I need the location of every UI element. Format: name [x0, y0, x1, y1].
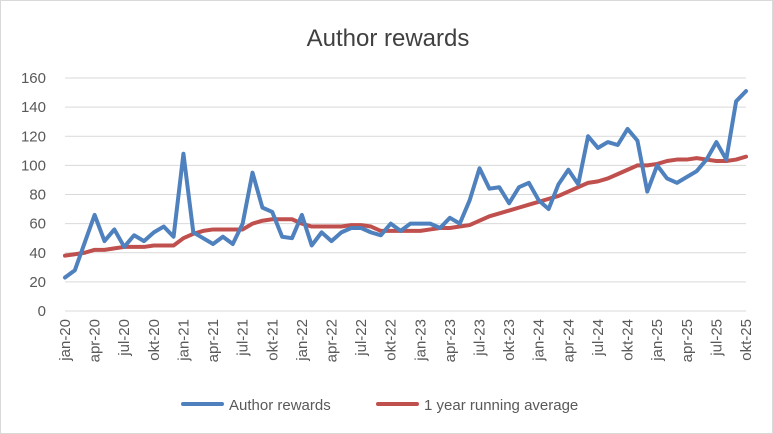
y-tick-label: 40 — [29, 245, 46, 262]
legend-label-0: Author rewards — [229, 397, 331, 414]
x-tick-label: jan-21 — [175, 319, 192, 362]
x-tick-label: jan-22 — [294, 319, 311, 362]
chart-title: Author rewards — [307, 25, 470, 52]
y-tick-label: 60 — [29, 216, 46, 233]
x-tick-label: jul-23 — [472, 319, 489, 357]
series-line-1 — [63, 154, 748, 258]
x-tick-label: apr-22 — [323, 319, 340, 362]
y-tick-label: 20 — [29, 274, 46, 291]
x-tick-label: okt-22 — [383, 319, 400, 361]
x-tick-label: okt-21 — [264, 319, 281, 361]
y-tick-label: 160 — [21, 70, 46, 87]
y-tick-label: 140 — [21, 99, 46, 116]
x-tick-label: okt-24 — [620, 319, 637, 361]
x-axis-ticks: jan-20 apr-20 jul-20 okt-20 jan-21 apr-21 jul-… — [57, 319, 755, 362]
y-tick-label: 100 — [21, 157, 46, 174]
x-tick-label: jan-24 — [531, 319, 548, 362]
x-tick-label: okt-25 — [738, 319, 755, 361]
x-tick-label: okt-20 — [146, 319, 163, 361]
x-tick-label: jan-20 — [57, 319, 74, 362]
legend-label-1: 1 year running average — [424, 397, 578, 414]
x-tick-label: jul-24 — [590, 319, 607, 357]
legend: Author rewards 1 year running average — [181, 397, 578, 414]
x-tick-label: apr-21 — [205, 319, 222, 362]
x-tick-label: apr-24 — [560, 319, 577, 362]
x-tick-label: jul-21 — [235, 319, 252, 357]
x-tick-label: apr-25 — [679, 319, 696, 362]
y-tick-label: 80 — [29, 187, 46, 204]
x-tick-label: jul-25 — [708, 319, 725, 357]
gridlines — [65, 77, 746, 312]
y-axis-ticks: 0 20 40 60 80 100 120 140 160 — [21, 70, 46, 320]
x-tick-label: jan-23 — [412, 319, 429, 362]
x-tick-label: jan-25 — [649, 319, 666, 362]
y-tick-label: 120 — [21, 128, 46, 145]
x-tick-label: apr-20 — [87, 319, 104, 362]
x-tick-label: okt-23 — [501, 319, 518, 361]
series-lines — [63, 89, 748, 280]
x-tick-label: jul-22 — [353, 319, 370, 357]
x-tick-label: apr-23 — [442, 319, 459, 362]
x-tick-label: jul-20 — [116, 319, 133, 357]
series-line-0 — [63, 89, 748, 280]
y-tick-label: 0 — [38, 303, 46, 320]
